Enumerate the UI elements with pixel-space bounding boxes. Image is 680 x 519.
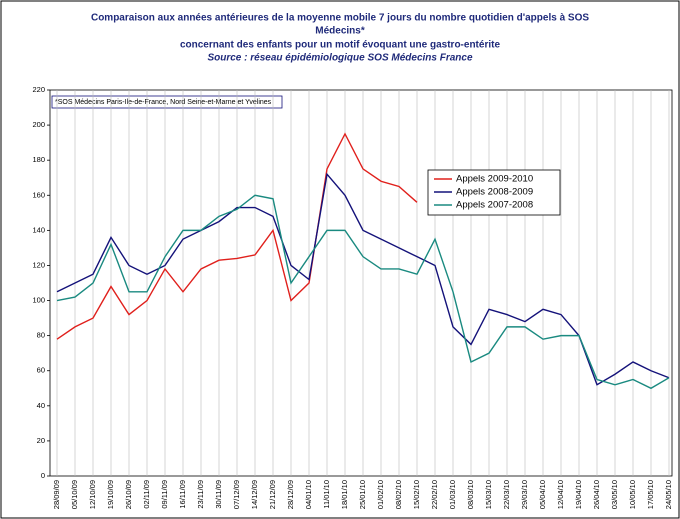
y-tick-label: 140 xyxy=(32,225,45,234)
x-tick-label: 19/10/09 xyxy=(106,480,115,509)
x-tick-label: 04/01/10 xyxy=(304,480,313,509)
x-tick-label: 29/03/10 xyxy=(520,480,529,509)
x-tick-label: 26/10/09 xyxy=(124,480,133,509)
x-tick-label: 24/05/10 xyxy=(664,480,673,509)
y-tick-label: 180 xyxy=(32,155,45,164)
title-line: Comparaison aux années antérieures de la… xyxy=(91,13,589,24)
annotation: *SOS Médecins Paris-Ile-de-France, Nord … xyxy=(55,99,272,106)
x-tick-label: 15/03/10 xyxy=(484,480,493,509)
x-tick-label: 07/12/09 xyxy=(232,480,241,509)
x-tick-label: 28/09/09 xyxy=(52,480,61,509)
title-line: Source : réseau épidémiologique SOS Méde… xyxy=(207,53,473,64)
y-tick-label: 200 xyxy=(32,120,45,129)
x-tick-label: 10/05/10 xyxy=(628,480,637,509)
x-tick-label: 11/01/10 xyxy=(322,480,331,509)
x-tick-label: 03/05/10 xyxy=(610,480,619,509)
title-line: concernant des enfants pour un motif évo… xyxy=(180,40,500,51)
x-tick-label: 01/03/10 xyxy=(448,480,457,509)
y-tick-label: 160 xyxy=(32,190,45,199)
x-tick-label: 15/02/10 xyxy=(412,480,421,509)
x-tick-label: 19/04/10 xyxy=(574,480,583,509)
x-tick-label: 14/12/09 xyxy=(250,480,259,509)
y-tick-label: 40 xyxy=(37,401,45,410)
y-tick-label: 220 xyxy=(32,85,45,94)
x-tick-label: 05/10/09 xyxy=(70,480,79,509)
x-tick-label: 16/11/09 xyxy=(178,480,187,509)
x-tick-label: 17/05/10 xyxy=(646,480,655,509)
legend-label: Appels 2008-2009 xyxy=(456,187,533,198)
x-tick-label: 30/11/09 xyxy=(214,480,223,509)
x-tick-label: 05/04/10 xyxy=(538,480,547,509)
y-tick-label: 100 xyxy=(32,296,45,305)
x-tick-label: 28/12/09 xyxy=(286,480,295,509)
y-tick-label: 120 xyxy=(32,260,45,269)
x-tick-label: 22/02/10 xyxy=(430,480,439,509)
annotation-box xyxy=(51,95,283,109)
y-tick-label: 80 xyxy=(37,331,45,340)
x-tick-label: 25/01/10 xyxy=(358,480,367,509)
x-tick-label: 12/04/10 xyxy=(556,480,565,509)
x-tick-label: 08/02/10 xyxy=(394,480,403,509)
y-tick-label: 60 xyxy=(37,366,45,375)
title-line: Médecins* xyxy=(315,26,365,37)
series-line xyxy=(56,194,670,390)
x-tick-label: 22/03/10 xyxy=(502,480,511,509)
x-tick-label: 21/12/09 xyxy=(268,480,277,509)
x-tick-label: 18/01/10 xyxy=(340,480,349,509)
x-tick-label: 02/11/09 xyxy=(142,480,151,509)
series-line xyxy=(56,132,418,340)
y-tick-label: 20 xyxy=(37,436,45,445)
x-tick-label: 12/10/09 xyxy=(88,480,97,509)
x-tick-label: 08/03/10 xyxy=(466,480,475,509)
legend-label: Appels 2009-2010 xyxy=(456,174,533,185)
y-tick-label: 0 xyxy=(41,471,45,480)
plot-area xyxy=(49,89,673,477)
x-tick-label: 26/04/10 xyxy=(592,480,601,509)
x-tick-label: 23/11/09 xyxy=(196,480,205,509)
x-tick-label: 09/11/09 xyxy=(160,480,169,509)
x-tick-label: 01/02/10 xyxy=(376,480,385,509)
legend-label: Appels 2007-2008 xyxy=(456,200,533,211)
